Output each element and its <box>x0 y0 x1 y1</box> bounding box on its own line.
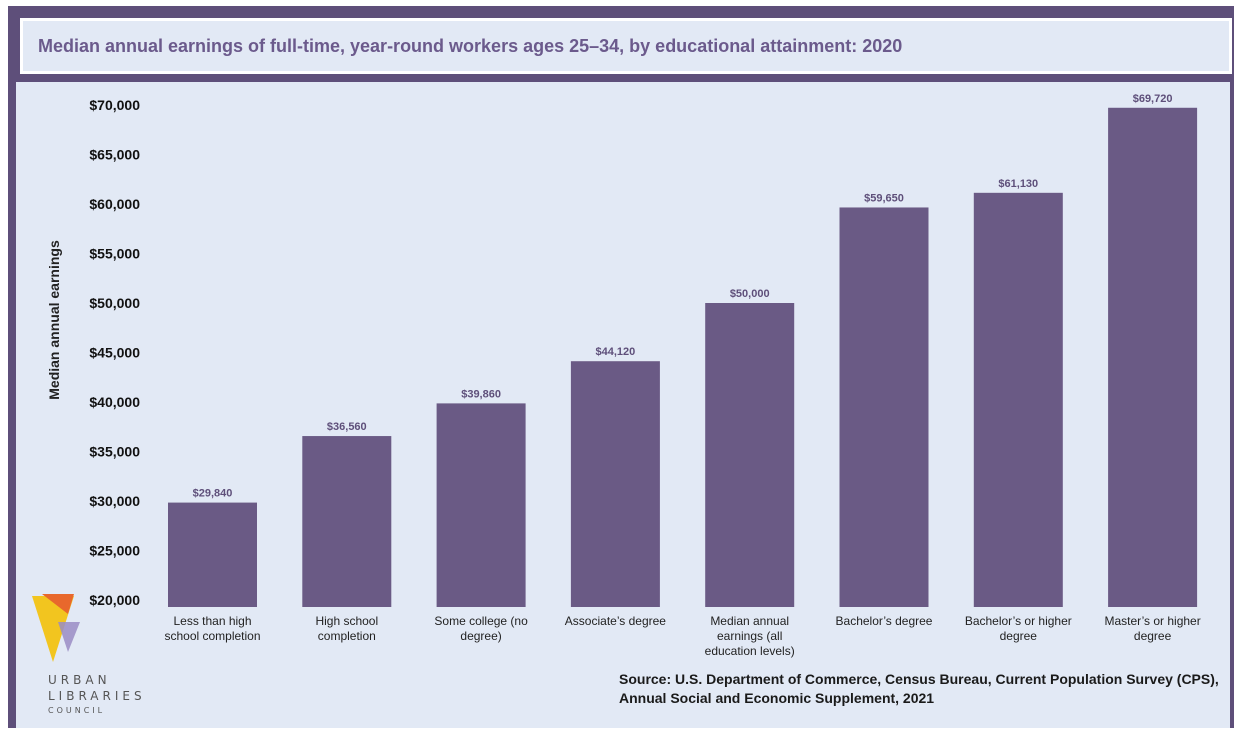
bar-value-label: $39,860 <box>461 388 501 400</box>
logo-yellow-shape <box>32 596 74 662</box>
y-tick-label: $65,000 <box>89 147 140 163</box>
y-tick-label: $70,000 <box>89 97 140 113</box>
y-tick-label: $25,000 <box>89 543 140 559</box>
urban-libraries-logo <box>32 594 80 662</box>
bar-value-label: $61,130 <box>998 178 1038 190</box>
x-tick-label: High school completion <box>315 614 379 643</box>
y-tick-label: $55,000 <box>89 246 140 262</box>
y-tick-label: $20,000 <box>89 592 140 608</box>
x-tick-label: Master’s or higher degree <box>1104 614 1201 643</box>
logo-purple-shape <box>58 622 80 652</box>
y-tick-label: $35,000 <box>89 444 140 460</box>
logo-line1: URBAN <box>48 673 111 687</box>
y-axis-label: Median annual earnings <box>46 240 62 400</box>
x-tick-label: Bachelor’s degree <box>835 614 933 628</box>
title-box <box>20 18 1232 74</box>
bar <box>1108 107 1198 607</box>
chart-title: Median annual earnings of full-time, yea… <box>38 36 903 56</box>
bar <box>436 403 526 607</box>
bar-value-label: $69,720 <box>1133 93 1173 105</box>
bar-value-label: $50,000 <box>730 288 770 300</box>
y-tick-label: $45,000 <box>89 345 140 361</box>
logo-line2: LIBRARIES <box>48 689 146 703</box>
x-tick-label: Less than high school completion <box>164 614 261 643</box>
bar <box>973 192 1063 608</box>
bar-value-label: $29,840 <box>193 488 233 500</box>
bar <box>168 502 257 607</box>
logo-line3: COUNCIL <box>48 706 106 715</box>
logo-orange-shape <box>42 594 74 614</box>
y-tick-label: $40,000 <box>89 394 140 410</box>
x-tick-label: Median annual earnings (all education le… <box>704 614 795 658</box>
source-note: Source: U.S. Department of Commerce, Cen… <box>619 671 1219 706</box>
bar-value-label: $36,560 <box>327 421 367 433</box>
bar <box>705 303 795 607</box>
y-tick-label: $30,000 <box>89 493 140 509</box>
x-tick-label: Some college (no degree) <box>434 614 528 643</box>
y-tick-label: $50,000 <box>89 295 140 311</box>
bar-value-label: $44,120 <box>596 346 636 358</box>
bar <box>570 361 660 607</box>
y-tick-label: $60,000 <box>89 196 140 212</box>
x-tick-label: Bachelor’s or higher degree <box>964 614 1072 643</box>
bar-value-label: $59,650 <box>864 192 904 204</box>
bar <box>839 207 929 607</box>
bar <box>302 436 392 607</box>
x-tick-label: Associate’s degree <box>564 614 666 628</box>
